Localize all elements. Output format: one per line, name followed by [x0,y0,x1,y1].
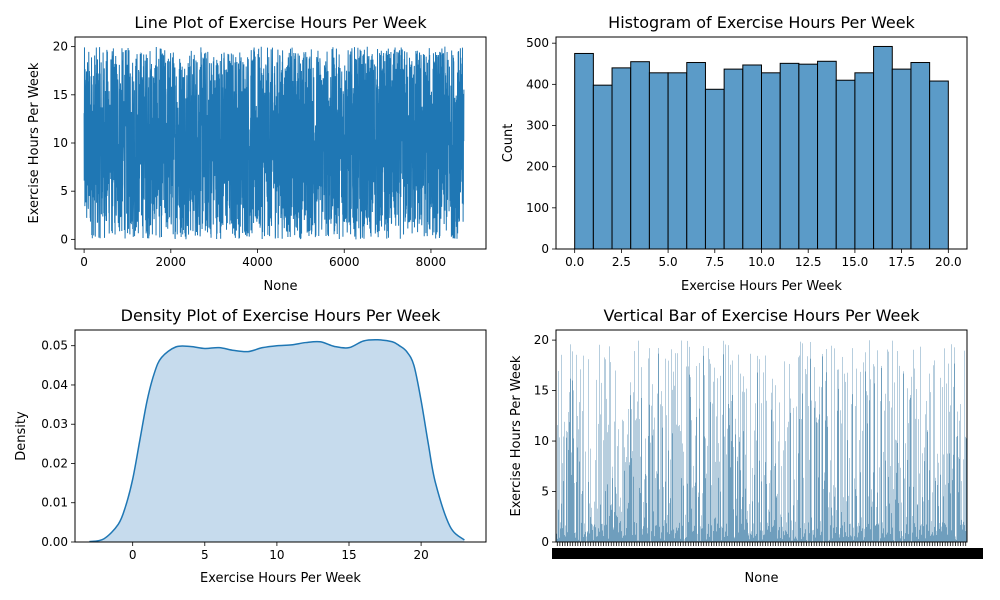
histogram-xtick-label: 0.0 [565,255,584,269]
vertical-bar-yticks: 0 5 10 15 20 [534,333,556,549]
vertical-bar-xlabel: None [745,571,779,586]
vertical-bar-ytick-label: 15 [534,384,549,398]
histogram-bar [761,72,781,250]
histogram-bar [723,68,744,250]
histogram-frame [555,36,968,250]
density-panel: 0 5 10 15 20 0.00 0.01 0.02 0.03 0.04 0.05 Densit… [14,306,487,586]
density-fill [89,339,465,542]
density-ylabel: Density [14,411,29,461]
line-plot-ytick-label: 5 [60,184,68,198]
density-frame [74,329,487,543]
histogram-ytick-label: 200 [526,160,549,174]
vertical-bar-xtick-labels-overlap [552,548,983,559]
line-plot-frame [74,36,487,250]
density-xtick-label: 20 [413,548,428,562]
histogram-xtick-label: 17.5 [888,255,915,269]
line-plot-xtick-label: 8000 [416,255,447,269]
density-yticks: 0.00 0.01 0.02 0.03 0.04 0.05 [41,339,75,549]
histogram-xtick-label: 2.5 [612,255,631,269]
histogram-bar [630,61,650,250]
line-plot-ytick-label: 20 [53,40,68,54]
histogram-bar [648,72,669,250]
density-ytick-label: 0.00 [41,535,68,549]
histogram-ytick-label: 300 [526,119,549,133]
histogram-xtick-label: 12.5 [795,255,822,269]
density-xlabel: Exercise Hours Per Week [200,571,361,586]
histogram-panel: 0.0 2.5 5.0 7.5 10.0 12.5 15.0 17.5 20.0 0 100 200… [501,13,968,294]
line-plot-xlabel: None [264,279,298,294]
histogram-bar [798,63,819,250]
histogram-xtick-label: 15.0 [842,255,869,269]
vertical-bar-bars [556,340,967,542]
histogram-ytick-label: 100 [526,201,549,215]
line-plot-ylabel: Exercise Hours Per Week [27,62,42,223]
vertical-bar-ytick-label: 0 [541,535,549,549]
histogram-xtick-label: 10.0 [748,255,775,269]
histogram-xtick-label: 20.0 [935,255,962,269]
line-plot-lines [83,46,465,240]
histogram-bar [891,68,912,250]
histogram-xticks: 0.0 2.5 5.0 7.5 10.0 12.5 15.0 17.5 20.0 [565,249,962,269]
line-plot-ytick-label: 15 [53,88,68,102]
line-plot-yticks: 0 5 10 15 20 [53,40,75,246]
histogram-bar [929,80,949,250]
line-plot-series [83,46,465,240]
density-line [89,339,465,543]
histogram-bar [686,62,706,250]
histogram-bars [574,45,949,250]
density-title: Density Plot of Exercise Hours Per Week [121,306,441,325]
density-xtick-label: 0 [129,548,137,562]
vertical-bar-ytick-label: 20 [534,333,549,347]
histogram-bar [910,62,931,250]
density-ytick-label: 0.04 [41,378,68,392]
histogram-title: Histogram of Exercise Hours Per Week [608,13,915,32]
line-plot-title: Line Plot of Exercise Hours Per Week [134,13,427,32]
histogram-ytick-label: 500 [526,36,549,50]
histogram-xlabel: Exercise Hours Per Week [681,279,842,294]
density-xtick-label: 10 [269,548,284,562]
density-ytick-label: 0.05 [41,339,68,353]
density-xticks: 0 5 10 15 20 [129,542,429,562]
density-ytick-label: 0.02 [41,456,68,470]
histogram-xtick-label: 7.5 [705,255,724,269]
histogram-bar [574,52,594,250]
vertical-bar-panel: 0 5 10 15 20 Vertical Bar of Exercise Hours … [509,306,983,586]
line-plot-xtick-label: 2000 [156,255,187,269]
histogram-bar [611,67,632,250]
line-plot-xtick-label: 0 [80,255,88,269]
density-ytick-label: 0.01 [41,496,68,510]
histogram-bar [835,79,856,250]
histogram-bar [742,64,762,250]
vertical-bar-title: Vertical Bar of Exercise Hours Per Week [604,306,921,325]
vertical-bar-ytick-label: 10 [534,434,549,448]
line-plot-xtick-label: 6000 [329,255,360,269]
histogram-bar [667,72,688,250]
histogram-bar [817,60,837,250]
density-ytick-label: 0.03 [41,417,68,431]
line-plot-xticks: 0 2000 4000 6000 8000 [80,249,446,269]
vertical-bar-frame [555,329,968,543]
histogram-bar [704,88,725,250]
density-xtick-label: 15 [341,548,356,562]
histogram-bar [592,84,613,250]
density-curve [89,339,465,543]
density-xtick-label: 5 [201,548,209,562]
vertical-bar-xticks [552,542,983,559]
histogram-ytick-label: 400 [526,77,549,91]
histogram-xtick-label: 5.0 [659,255,678,269]
histogram-bar [873,45,893,250]
line-plot-ytick-label: 0 [60,232,68,246]
histogram-bar [854,72,875,250]
histogram-yticks: 0 100 200 300 400 500 [526,36,556,256]
line-plot-ytick-label: 10 [53,136,68,150]
histogram-ytick-label: 0 [541,242,549,256]
histogram-ylabel: Count [501,124,516,163]
vertical-bar-ylabel: Exercise Hours Per Week [509,355,524,516]
line-plot-xtick-label: 4000 [242,255,273,269]
line-plot-panel: 0 2000 4000 6000 8000 0 5 10 15 20 Line Plot of … [27,13,487,294]
histogram-bar [779,62,800,250]
vertical-bar-ytick-label: 5 [541,485,549,499]
